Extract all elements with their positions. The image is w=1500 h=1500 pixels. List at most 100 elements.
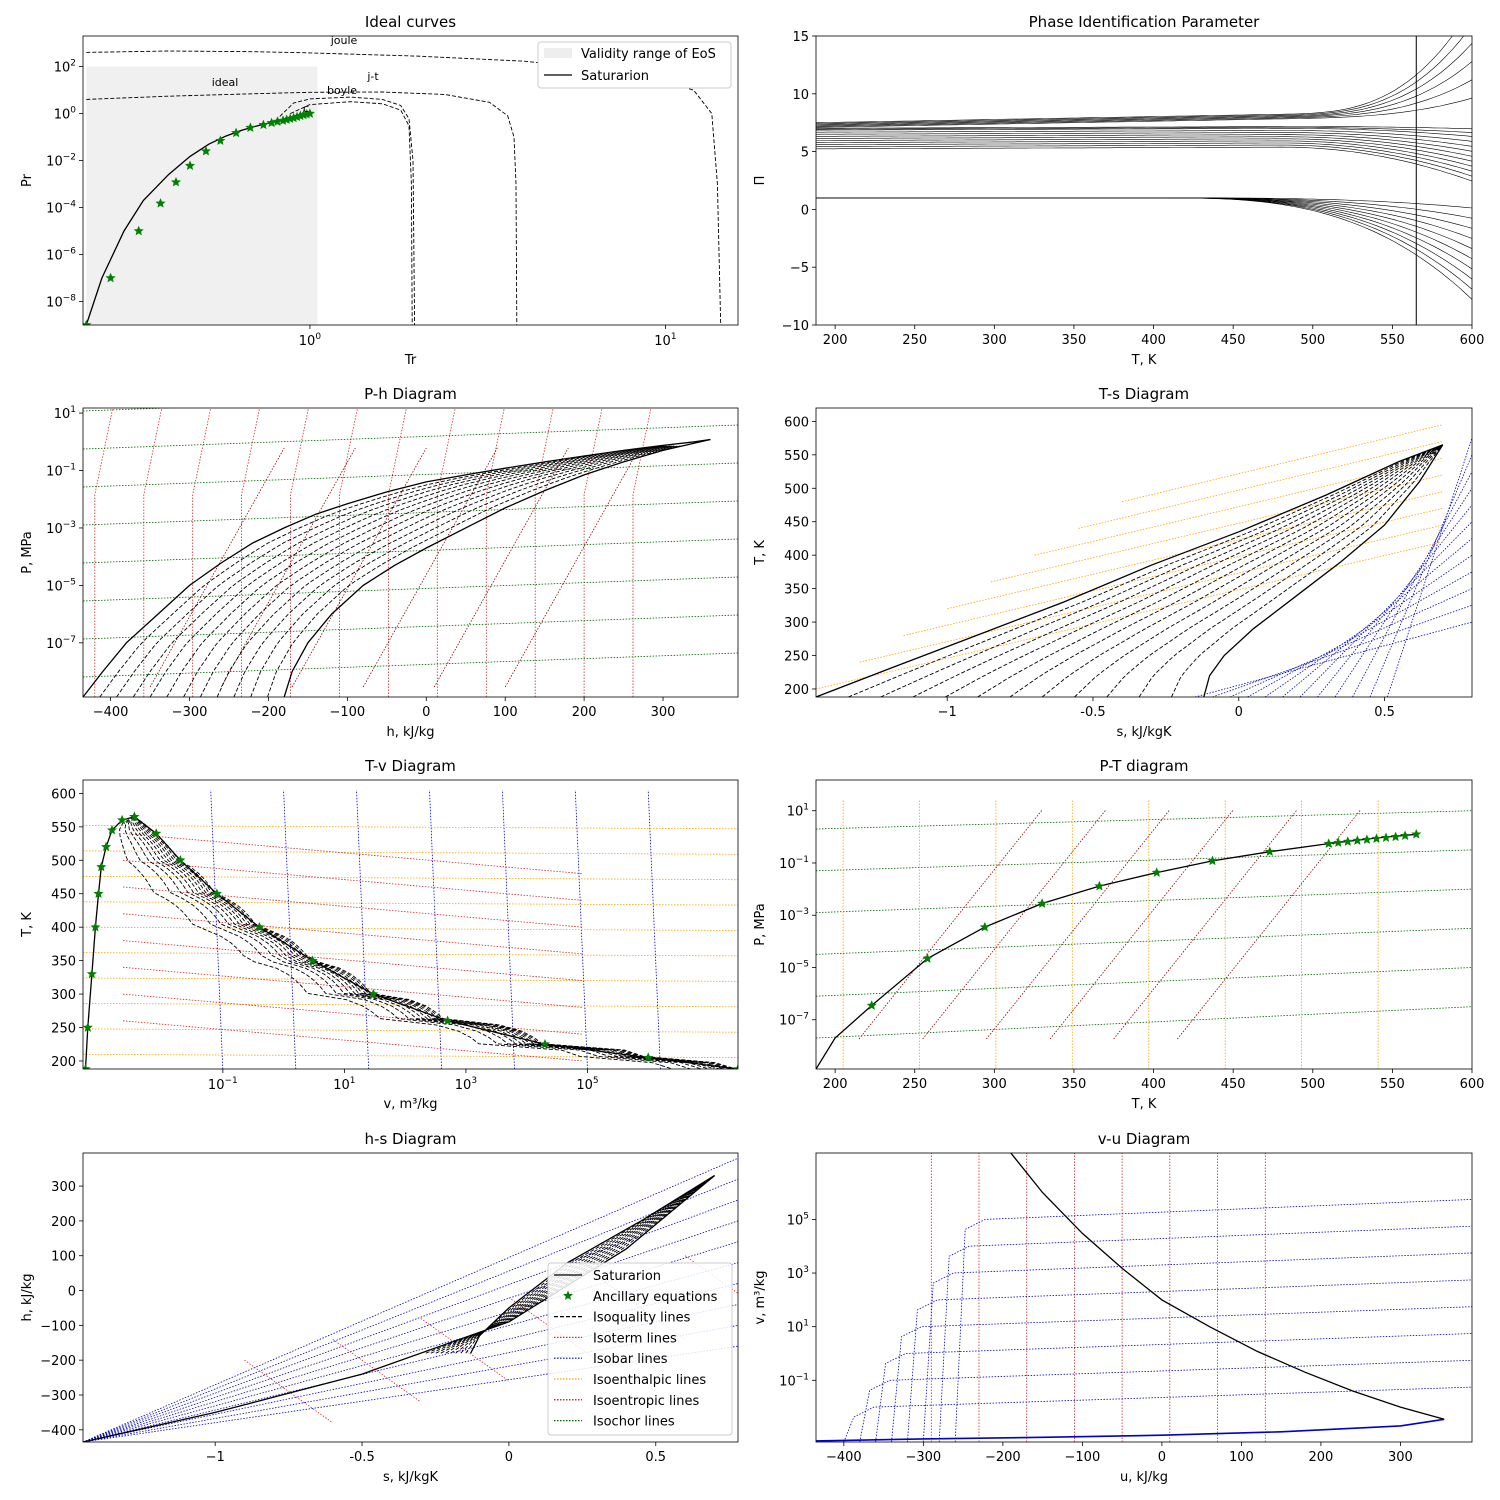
isobar-line [1229,588,1472,697]
isoquality-line [133,816,720,1069]
plot-area [83,408,738,697]
y-tick-label: −400 [40,1424,76,1439]
isobar-line [1369,454,1472,697]
panel-ts: −1 -0.5 0 0.5 200 250 300 350 400 450 500 550 600 T-s… [753,385,1473,740]
ancillary-point [1037,898,1048,908]
y-axis-label: h, kJ/kg [20,1273,35,1321]
ancillary-point [200,145,211,156]
ancillary-point [643,1052,654,1062]
pip-curve [816,43,1472,125]
isoquality-line [912,444,1443,697]
isoenthalpic-line [1122,424,1443,503]
isoenthalpic-line [83,1053,738,1058]
isotherm-line [534,408,554,697]
y-tick-label: 450 [51,888,76,903]
isobar-line [1194,621,1472,697]
pip-curve [816,144,1472,177]
isochor-line [83,538,738,564]
ancillary-point [175,855,186,865]
isotherm-line [436,408,456,697]
legend-label: Isoentropic lines [593,1394,700,1409]
x-tick-label: 200 [823,333,848,348]
isobar-line [83,1345,738,1442]
isobar-line [83,1157,738,1442]
isoquality-line [127,816,702,1069]
isoquality-line [183,445,671,697]
isoentropic-line [1113,809,1298,1040]
isobar-line [210,789,224,1069]
pip-curve [816,140,1472,167]
x-axis-label: s, kJ/kgK [383,1470,439,1485]
isoenthalpic-line [947,491,1443,610]
ancillary-point [1352,835,1363,845]
plot-frame [82,779,739,1070]
isoquality-line [880,444,1443,697]
x-tick-label: 105 [576,1076,598,1093]
x-tick-label: 100 [493,705,518,720]
ancillary-point [170,176,182,187]
plot-area [816,424,1472,697]
x-tick-label: −200 [985,1450,1021,1465]
legend-label: Saturarion [593,1269,661,1284]
ancillary-point [90,921,101,932]
isochor-line [816,888,1472,913]
pip-curve [816,136,1472,157]
y-tick-label: 0 [801,203,809,218]
isoquality-line [267,445,681,697]
x-tick-label: 0.5 [645,1450,666,1465]
x-axis-label: u, kJ/kg [1120,1470,1168,1485]
isobar-line [938,1225,1472,1442]
isobar-line [83,1304,738,1442]
annotation-ideal: ideal [212,76,239,89]
isobar-line [922,1252,1472,1442]
legend-swatch-validity [544,48,572,58]
isotherm-line [122,913,584,955]
y-tick-label: 600 [784,415,809,430]
panel-pt: 200 250 300 350 400 450 500 550 600 10−7 10−5 10−3 1… [753,757,1484,1112]
annotation-joule: joule [330,34,358,47]
ancillary-point [96,861,107,872]
ancillary-point [254,921,265,932]
legend-label-saturation: Saturarion [581,69,649,84]
x-axis-label: T, K [1131,1097,1157,1112]
y-tick-label: 15 [792,30,809,45]
isobar-line [356,789,370,1069]
y-tick-label: 100 [51,1250,76,1265]
pip-curve [816,134,1472,152]
isoquality-line [132,816,716,1069]
isoenthalpic-line [1034,457,1443,556]
panel-vu: −400 −300 −200 −100 0 100 200 300 10−1 101 103 105 v… [753,1130,1473,1485]
legend-label-validity: Validity range of EoS [581,47,716,62]
isoquality-line [116,445,663,697]
plot-frame [815,1152,1473,1443]
saturation-liquid [816,444,1444,697]
isoenthalpic-line [1078,441,1443,529]
y-tick-label: 550 [784,449,809,464]
isoquality-line [134,816,736,1069]
panel-ph: −400 −300 −200 −100 0 100 200 300 10−7 10−5 10−3 10… [20,385,739,740]
isoenthalpic-line [83,1003,738,1008]
x-tick-label: 200 [1309,1450,1334,1465]
isoenthalpic-line [990,474,1443,583]
isobar-line [907,1279,1472,1442]
pip-curve [816,79,1472,127]
y-axis-label: P, MPa [753,903,768,946]
curve-boyle [275,96,416,325]
ancillary-point [245,122,256,132]
isotherm-line [241,408,260,697]
pip-curve [816,197,1472,229]
isobar-line [83,1199,738,1442]
x-tick-label: 0 [505,1450,513,1465]
ancillary-point [83,1022,93,1032]
isoquality-line [134,816,731,1069]
y-tick-label: 300 [51,988,76,1003]
y-tick-label: −10 [782,319,809,334]
x-axis-label: T, K [1131,353,1157,368]
ancillary-point [83,1063,91,1069]
x-tick-label: 100 [299,332,322,349]
isoentropic-line [149,447,285,688]
ancillary-point [1264,846,1275,856]
y-tick-label: 102 [54,59,76,76]
isobar-line [283,789,297,1069]
panel-tv: 10−1 101 103 105 200 250 300 350 400 450 500 550 600… [20,757,739,1112]
